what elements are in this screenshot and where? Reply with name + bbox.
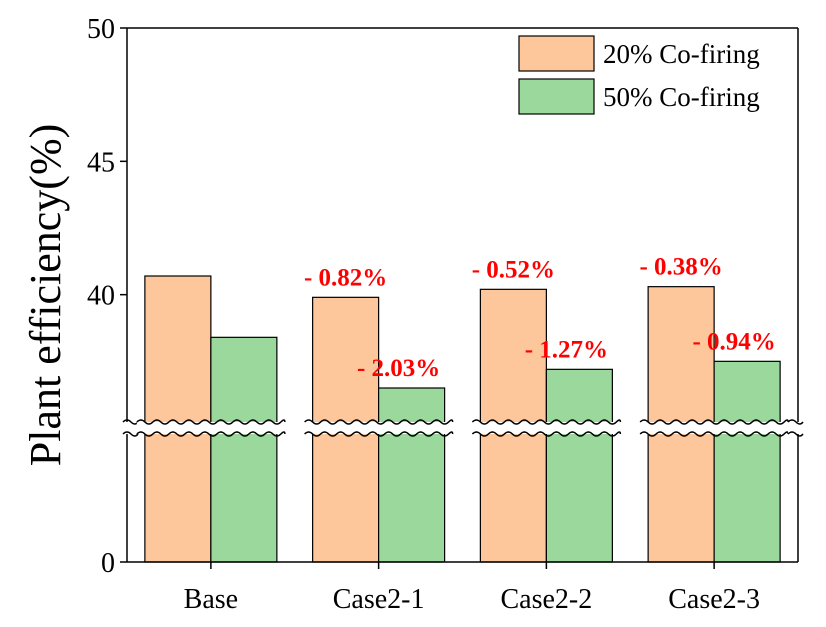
x-tick-label-case2-3: Case2-3	[668, 584, 760, 615]
y-tick-label-40: 40	[87, 281, 115, 312]
y-tick-label-50: 50	[87, 14, 115, 45]
y-axis-title: Plant efficiency(%)	[21, 124, 70, 466]
bar-base-50-co-firing	[210, 336, 278, 563]
annotations-layer: - 0.82% - 2.03% - 0.52% - 1.27% - 0.38% - 0.9…	[304, 254, 776, 382]
axis-break-case2-2-lower-line	[471, 431, 622, 437]
axis-break-right-lower-line	[787, 431, 804, 437]
axis-break-case2-2-upper-line	[471, 419, 622, 425]
legend-swatch-20-co-firing	[518, 35, 595, 72]
axis-break-layer	[122, 419, 804, 437]
bar-case2-1-50-co-firing	[378, 387, 446, 563]
axis-break-left-gap	[123, 422, 138, 434]
x-tick-label-case2-2: Case2-2	[500, 584, 592, 615]
y-tick-label-0: 0	[101, 548, 115, 579]
annotation-case2-1-50-co-firing: - 2.03%	[357, 355, 440, 382]
axis-break-right-gap	[788, 422, 803, 434]
legend: 20% Co-firing 50% Co-firing	[518, 35, 760, 115]
axis-break-case2-1-lower-line	[304, 431, 454, 437]
axis-break-base-gap	[136, 422, 285, 434]
axis-break-left-upper-line	[122, 419, 139, 425]
legend-swatch-50-co-firing	[518, 78, 595, 115]
annotation-case2-2-20-co-firing: - 0.52%	[472, 256, 555, 283]
axis-break-case2-2-gap	[472, 422, 621, 434]
annotation-case2-3-20-co-firing: - 0.38%	[639, 254, 722, 281]
x-tick-label-case2-1: Case2-1	[333, 584, 425, 615]
annotation-case2-3-50-co-firing: - 0.94%	[692, 328, 775, 355]
axis-break-case2-1-gap	[304, 422, 453, 434]
axis-break-left-lower-line	[122, 431, 139, 437]
legend-label-50-co-firing: 50% Co-firing	[603, 82, 760, 112]
axis-break-case2-1-upper-line	[304, 419, 454, 425]
legend-label-20-co-firing: 20% Co-firing	[603, 39, 760, 69]
bar-case2-3-50-co-firing	[713, 360, 781, 563]
bar-case2-2-50-co-firing	[545, 368, 613, 563]
axis-break-base-lower-line	[136, 431, 286, 437]
y-tick-label-45: 45	[87, 147, 115, 178]
bars-layer	[144, 275, 781, 563]
annotation-case2-1-20-co-firing: - 0.82%	[304, 264, 387, 291]
bar-base-20-co-firing	[144, 275, 212, 563]
axis-break-right-upper-line	[787, 419, 804, 425]
axes-layer: 0 40 45 50 Base Case2-1 Case2-2 Case2-3 Plant ef…	[21, 14, 799, 615]
axis-break-case2-3-gap	[640, 422, 789, 434]
axis-break-case2-3-upper-line	[639, 419, 789, 425]
axis-break-base-upper-line	[136, 419, 286, 425]
x-tick-label-base: Base	[184, 584, 238, 615]
axis-break-case2-3-lower-line	[639, 431, 789, 437]
annotation-case2-2-50-co-firing: - 1.27%	[525, 336, 608, 363]
